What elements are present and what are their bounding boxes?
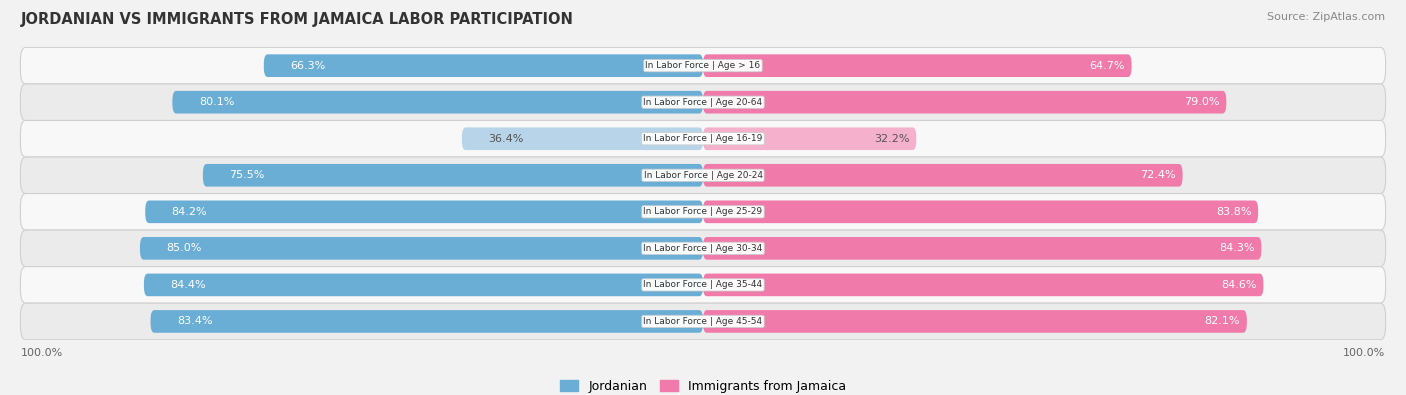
Text: 79.0%: 79.0% [1184, 97, 1220, 107]
Text: 32.2%: 32.2% [875, 134, 910, 144]
Text: 84.4%: 84.4% [170, 280, 207, 290]
FancyBboxPatch shape [264, 55, 703, 77]
FancyBboxPatch shape [703, 310, 1247, 333]
FancyBboxPatch shape [703, 55, 1132, 77]
Text: 36.4%: 36.4% [488, 134, 524, 144]
Text: In Labor Force | Age 35-44: In Labor Force | Age 35-44 [644, 280, 762, 290]
FancyBboxPatch shape [21, 230, 1385, 267]
Text: 100.0%: 100.0% [21, 348, 63, 358]
Text: 84.6%: 84.6% [1222, 280, 1257, 290]
FancyBboxPatch shape [703, 274, 1264, 296]
Text: 66.3%: 66.3% [290, 61, 326, 71]
FancyBboxPatch shape [145, 201, 703, 223]
Text: Source: ZipAtlas.com: Source: ZipAtlas.com [1267, 12, 1385, 22]
FancyBboxPatch shape [21, 120, 1385, 157]
Text: 82.1%: 82.1% [1205, 316, 1240, 326]
FancyBboxPatch shape [21, 303, 1385, 340]
Text: In Labor Force | Age > 16: In Labor Force | Age > 16 [645, 61, 761, 70]
FancyBboxPatch shape [173, 91, 703, 113]
Text: JORDANIAN VS IMMIGRANTS FROM JAMAICA LABOR PARTICIPATION: JORDANIAN VS IMMIGRANTS FROM JAMAICA LAB… [21, 12, 574, 27]
Text: In Labor Force | Age 16-19: In Labor Force | Age 16-19 [644, 134, 762, 143]
FancyBboxPatch shape [21, 267, 1385, 303]
FancyBboxPatch shape [202, 164, 703, 186]
FancyBboxPatch shape [150, 310, 703, 333]
FancyBboxPatch shape [703, 201, 1258, 223]
Text: In Labor Force | Age 30-34: In Labor Force | Age 30-34 [644, 244, 762, 253]
FancyBboxPatch shape [21, 47, 1385, 84]
FancyBboxPatch shape [703, 128, 917, 150]
Text: 100.0%: 100.0% [1343, 348, 1385, 358]
Text: 85.0%: 85.0% [166, 243, 202, 253]
Text: 83.4%: 83.4% [177, 316, 212, 326]
Text: 84.2%: 84.2% [172, 207, 207, 217]
Text: 64.7%: 64.7% [1090, 61, 1125, 71]
FancyBboxPatch shape [703, 91, 1226, 113]
Text: In Labor Force | Age 20-24: In Labor Force | Age 20-24 [644, 171, 762, 180]
Text: 83.8%: 83.8% [1216, 207, 1251, 217]
Text: In Labor Force | Age 20-64: In Labor Force | Age 20-64 [644, 98, 762, 107]
Legend: Jordanian, Immigrants from Jamaica: Jordanian, Immigrants from Jamaica [554, 375, 852, 395]
FancyBboxPatch shape [141, 237, 703, 260]
FancyBboxPatch shape [703, 164, 1182, 186]
FancyBboxPatch shape [463, 128, 703, 150]
Text: 84.3%: 84.3% [1219, 243, 1254, 253]
FancyBboxPatch shape [21, 194, 1385, 230]
FancyBboxPatch shape [703, 237, 1261, 260]
FancyBboxPatch shape [21, 84, 1385, 120]
Text: In Labor Force | Age 25-29: In Labor Force | Age 25-29 [644, 207, 762, 216]
Text: In Labor Force | Age 45-54: In Labor Force | Age 45-54 [644, 317, 762, 326]
Text: 80.1%: 80.1% [198, 97, 235, 107]
FancyBboxPatch shape [21, 157, 1385, 194]
Text: 75.5%: 75.5% [229, 170, 264, 180]
FancyBboxPatch shape [143, 274, 703, 296]
Text: 72.4%: 72.4% [1140, 170, 1175, 180]
